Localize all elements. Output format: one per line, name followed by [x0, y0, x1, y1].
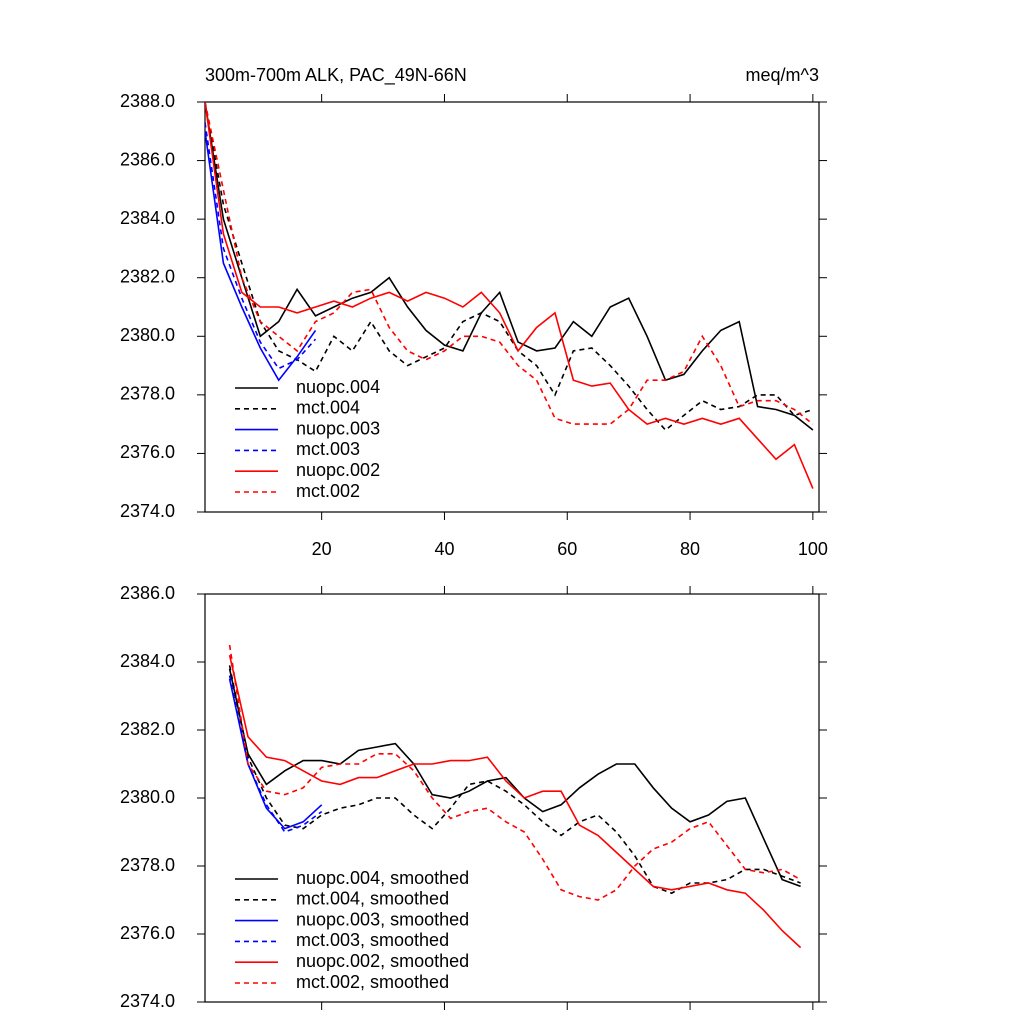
plot-frame	[204, 101, 820, 513]
plot-lines	[228, 644, 802, 949]
legend-label: mct.002, smoothed	[296, 972, 449, 992]
y-tick-label: 2376.0	[120, 442, 175, 462]
x-tick-label: 80	[680, 539, 700, 559]
y-tick-label: 2384.0	[120, 651, 175, 671]
y-tick-label: 2382.0	[120, 266, 175, 286]
x-tick-label: 40	[434, 539, 454, 559]
series-line	[205, 102, 814, 431]
legend-label: nuopc.003	[296, 418, 380, 438]
y-tick-label: 2386.0	[120, 149, 175, 169]
legend-label: mct.004	[296, 398, 360, 418]
legend-label: mct.003, smoothed	[296, 930, 449, 950]
legend-label: mct.004, smoothed	[296, 889, 449, 909]
series-line	[205, 102, 814, 432]
y-tick-label: 2382.0	[120, 719, 175, 739]
legend-label: nuopc.002, smoothed	[296, 951, 469, 971]
legend-label: nuopc.002	[296, 460, 380, 480]
legend-label: nuopc.003, smoothed	[296, 909, 469, 929]
series-line	[228, 644, 801, 901]
y-tick-label: 2378.0	[120, 384, 175, 404]
series-line	[228, 675, 323, 833]
x-tick-label: 100	[798, 539, 828, 559]
y-tick-label: 2380.0	[120, 325, 175, 345]
legend-label: nuopc.004, smoothed	[296, 868, 469, 888]
y-tick-label: 2384.0	[120, 208, 175, 228]
series-line	[228, 665, 801, 895]
series-line	[228, 678, 323, 830]
y-tick-label: 2374.0	[120, 501, 175, 521]
series-line	[205, 122, 317, 370]
units-label: meq/m^3	[746, 65, 819, 85]
series-line	[205, 131, 317, 382]
y-tick-label: 2374.0	[120, 991, 175, 1011]
series-line	[228, 655, 802, 949]
x-tick-label: 20	[312, 539, 332, 559]
legend-label: nuopc.004	[296, 377, 380, 397]
y-tick-label: 2376.0	[120, 923, 175, 943]
legend-label: mct.002	[296, 481, 360, 501]
y-tick-label: 2388.0	[120, 91, 175, 111]
legend-label: mct.003	[296, 439, 360, 459]
y-tick-label: 2380.0	[120, 787, 175, 807]
y-tick-label: 2378.0	[120, 855, 175, 875]
plot-lines	[205, 102, 814, 489]
series-line	[205, 102, 814, 425]
series-line	[205, 102, 814, 489]
y-tick-label: 2386.0	[120, 583, 175, 603]
x-tick-label: 60	[557, 539, 577, 559]
chart-title: 300m-700m ALK, PAC_49N-66N	[205, 65, 467, 86]
series-line	[228, 668, 801, 888]
